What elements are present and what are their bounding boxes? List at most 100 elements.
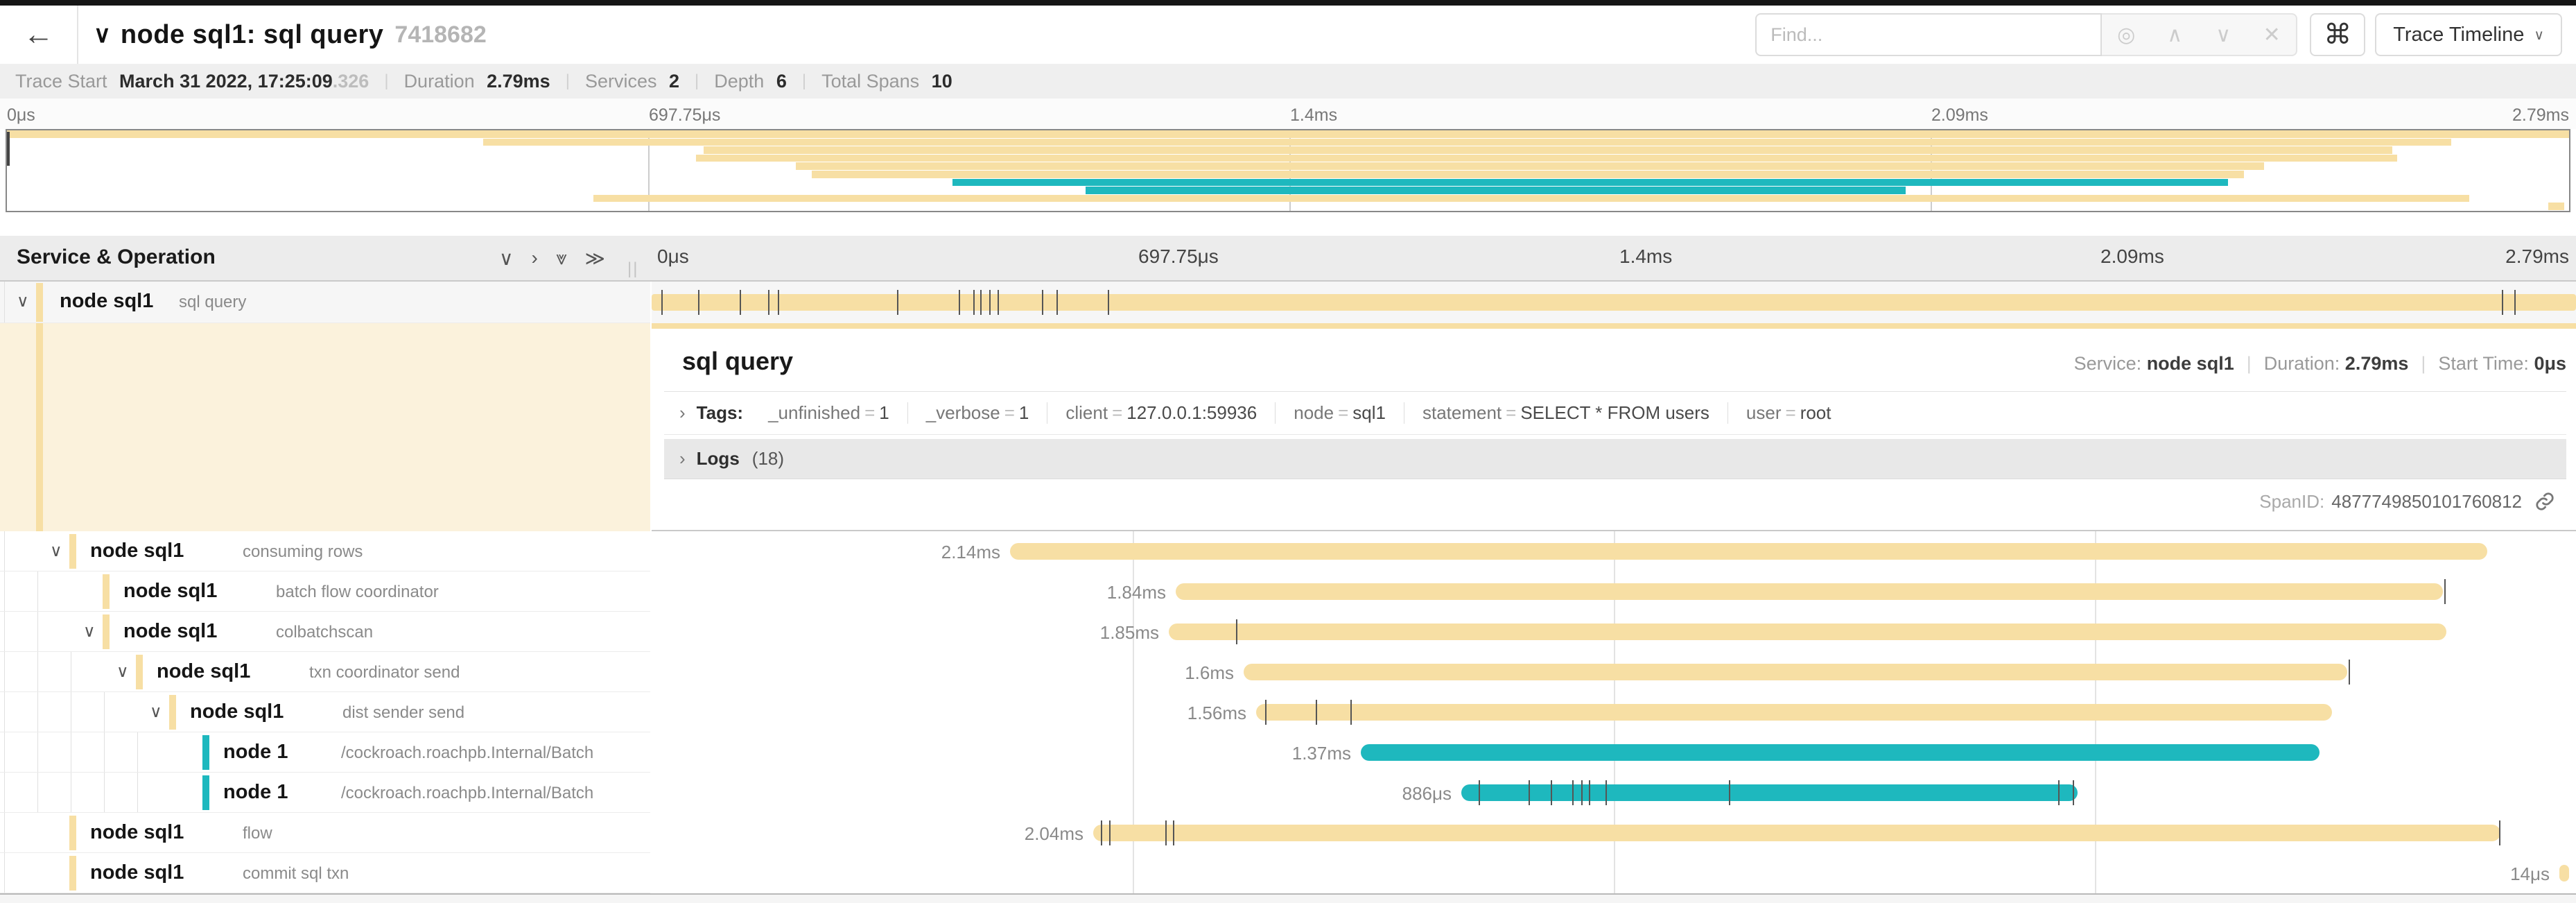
collapse-chevron-icon[interactable]: ∨ xyxy=(83,622,96,641)
log-tick xyxy=(1108,290,1109,315)
span-row-sql-query[interactable] xyxy=(652,282,2576,323)
minimap-ruler: 0μs 697.75μs 1.4ms 2.09ms 2.79ms xyxy=(0,98,2576,129)
find-locate-button[interactable]: ◎ xyxy=(2117,23,2136,46)
collapse-chevron-icon[interactable]: ∨ xyxy=(116,662,129,681)
minimap-span-bar xyxy=(7,130,2569,138)
minimap-gridline xyxy=(648,130,650,211)
span-bar[interactable] xyxy=(2559,865,2569,882)
minimap-span-bar xyxy=(796,162,2265,171)
tree-row-consuming-rows[interactable]: ∨ node sql1 consuming rows xyxy=(0,531,650,571)
collapse-all-icon[interactable]: ⩔ xyxy=(555,247,567,268)
tag-node: node = sql1 xyxy=(1276,402,1404,424)
spanid-row: SpanID: 4877749850101760812 xyxy=(664,481,2566,522)
tree-row--cockroach-roachpb-internal-batch[interactable]: node 1/cockroach.roachpb.Internal/Batch xyxy=(0,732,650,773)
tree-row-sql-query[interactable]: ∨ node sql1 sql query xyxy=(0,282,650,323)
span-service-name: node sql1 xyxy=(90,821,184,843)
tags-section[interactable]: › Tags: _unfinished = 1 _verbose = 1 client = 12… xyxy=(664,392,2566,435)
trace-info-duration: Duration 2.79ms xyxy=(403,70,550,92)
span-bar[interactable] xyxy=(1093,825,2500,841)
timeline-row-137ms[interactable]: 1.37ms xyxy=(652,732,2576,773)
timeline-row-185ms[interactable]: 1.85ms xyxy=(652,612,2576,652)
detail-meta-item: Start Time: 0μs xyxy=(2438,353,2566,374)
logs-section[interactable]: › Logs (18) xyxy=(664,439,2566,479)
minimap-span-bar xyxy=(1086,187,1906,194)
tree-guide xyxy=(4,813,5,852)
tree-row-txn-coordinator-send[interactable]: ∨ node sql1 txn coordinator send xyxy=(0,652,650,692)
tree-row--cockroach-roachpb-internal-batch[interactable]: node 1/cockroach.roachpb.Internal/Batch xyxy=(0,773,650,813)
span-color-bar xyxy=(202,735,209,770)
find-controls: ◎ ∧ ∨ ✕ xyxy=(2102,13,2298,56)
span-bar[interactable] xyxy=(1461,784,2078,801)
spanid-label: SpanID: xyxy=(2259,490,2325,512)
tree-row-colbatchscan[interactable]: ∨ node sql1 colbatchscan xyxy=(0,612,650,652)
span-service-name: node sql1 xyxy=(90,861,184,884)
expand-all-icon[interactable]: ≫ xyxy=(584,248,605,269)
span-detail-title: sql query xyxy=(682,347,794,375)
tree-guide xyxy=(37,773,38,812)
find-input[interactable] xyxy=(1755,13,2103,56)
timeline-row-16ms[interactable]: 1.6ms xyxy=(652,652,2576,692)
command-icon: ⌘ xyxy=(2324,19,2352,50)
tree-row-batch-flow-coordinator[interactable]: node sql1 batch flow coordinator xyxy=(0,571,650,612)
span-bar[interactable] xyxy=(1244,664,2347,680)
find-chevron-down-button[interactable]: ∨ xyxy=(2216,23,2231,46)
span-service-name: node sql1 xyxy=(157,660,251,682)
tree-guide xyxy=(4,612,5,651)
service-operation-header: Service & Operation xyxy=(17,246,216,268)
timeline-row-886s[interactable]: 886μs xyxy=(652,773,2576,813)
log-tick xyxy=(1729,780,1730,805)
span-service-name: node sql1 xyxy=(123,620,218,642)
timeline-row-156ms[interactable]: 1.56ms xyxy=(652,692,2576,732)
minimap-span-bar xyxy=(696,154,2398,162)
span-bar[interactable] xyxy=(1361,744,2320,761)
collapse-chevron-icon[interactable]: ∨ xyxy=(150,703,162,721)
back-button[interactable]: ← xyxy=(0,6,78,64)
collapse-one-icon[interactable]: ∨ xyxy=(499,248,514,269)
column-header-band: Service & Operation ∨ › ⩔ ≫ || 0μs 697.75μs 1… xyxy=(0,236,2576,282)
tree-row-flow[interactable]: node sql1 flow xyxy=(0,813,650,853)
find-chevron-up-button[interactable]: ∧ xyxy=(2167,23,2183,46)
column-resize-grip[interactable]: || xyxy=(627,259,639,278)
trace-info-trace-start: Trace Start March 31 2022, 17:25:09.326 xyxy=(15,70,369,92)
chevron-down-icon[interactable]: ∨ xyxy=(94,22,111,48)
tree-row-dist-sender-send[interactable]: ∨ node sql1 dist sender send xyxy=(0,692,650,732)
span-bar[interactable] xyxy=(1169,624,2446,640)
span-bar-sql-query[interactable] xyxy=(652,294,2576,311)
timeline-minimap[interactable] xyxy=(6,129,2570,212)
span-duration-label: 886μs xyxy=(1402,783,1452,804)
span-bar[interactable] xyxy=(1176,583,2443,600)
log-tick xyxy=(778,290,779,315)
trace-title-group[interactable]: ∨ node sql1: sql query 7418682 xyxy=(94,20,487,50)
span-bar[interactable] xyxy=(1256,704,2332,721)
collapse-chevron-icon[interactable]: ∨ xyxy=(50,542,62,560)
minimap-drag-handle[interactable] xyxy=(7,132,10,166)
spanid-value: 4877749850101760812 xyxy=(2331,490,2522,512)
log-tick xyxy=(740,290,741,315)
timeline-tick-label: 697.75μs xyxy=(1138,246,1219,267)
keyboard-shortcuts-button[interactable]: ⌘ xyxy=(2310,13,2366,56)
timeline-row-204ms[interactable]: 2.04ms xyxy=(652,813,2576,853)
expand-one-icon[interactable]: › xyxy=(531,247,538,268)
span-duration-label: 2.04ms xyxy=(1024,823,1084,844)
link-icon[interactable] xyxy=(2534,491,2555,512)
view-selector-button[interactable]: Trace Timeline ∨ xyxy=(2375,13,2562,56)
collapse-chevron-icon[interactable]: ∨ xyxy=(17,292,29,311)
span-duration-label: 14μs xyxy=(2510,863,2550,884)
span-operation-name: batch flow coordinator xyxy=(276,583,439,601)
back-arrow-icon: ← xyxy=(23,17,54,51)
view-selector-label: Trace Timeline xyxy=(2393,23,2525,46)
span-bar[interactable] xyxy=(1010,543,2487,560)
span-service-name: node 1 xyxy=(223,781,288,803)
minimap-span-bar xyxy=(952,178,2229,187)
span-color-bar xyxy=(202,775,209,810)
timeline-tick-label: 0μs xyxy=(657,246,689,267)
timeline-row-14s[interactable]: 14μs xyxy=(652,853,2576,893)
log-tick xyxy=(1236,619,1237,644)
timeline-row-214ms[interactable]: 2.14ms xyxy=(652,531,2576,571)
detail-meta-item: Duration: 2.79ms xyxy=(2263,353,2409,374)
span-service-name: node 1 xyxy=(223,741,288,763)
find-clear-button[interactable]: ✕ xyxy=(2263,23,2281,46)
timeline-row-184ms[interactable]: 1.84ms xyxy=(652,571,2576,612)
trace-info-services: Services 2 xyxy=(584,70,680,92)
tree-row-commit-sql-txn[interactable]: node sql1 commit sql txn xyxy=(0,853,650,893)
